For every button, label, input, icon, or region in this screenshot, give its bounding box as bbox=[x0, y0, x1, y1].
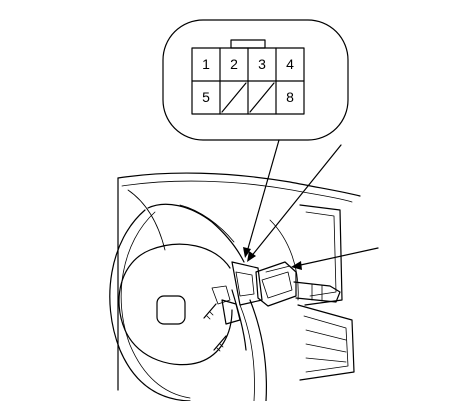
pin-label-1: 1 bbox=[202, 56, 210, 72]
dashboard-outline bbox=[117, 172, 361, 391]
callout-arrow-icon bbox=[291, 261, 302, 270]
pin-label-8: 8 bbox=[286, 89, 294, 105]
callout-line-connector bbox=[295, 247, 379, 267]
pin-label-5: 5 bbox=[202, 89, 210, 105]
pin-label-4: 4 bbox=[286, 56, 294, 72]
callout-arrow-icon bbox=[243, 247, 251, 258]
empty-cavity-6 bbox=[221, 82, 247, 113]
callout-line-switch bbox=[249, 144, 342, 259]
pin-label-3: 3 bbox=[258, 56, 266, 72]
pin-label-2: 2 bbox=[230, 56, 238, 72]
callout-arrow-icon bbox=[247, 251, 256, 262]
connector-callout-icon: 1 2 3 4 5 8 bbox=[162, 19, 349, 141]
screw-icon bbox=[203, 303, 227, 352]
callout-leader-line bbox=[246, 139, 280, 253]
combination-switch-icon bbox=[211, 261, 341, 351]
empty-cavity-7 bbox=[249, 82, 275, 113]
steering-wheel-icon bbox=[109, 203, 267, 401]
